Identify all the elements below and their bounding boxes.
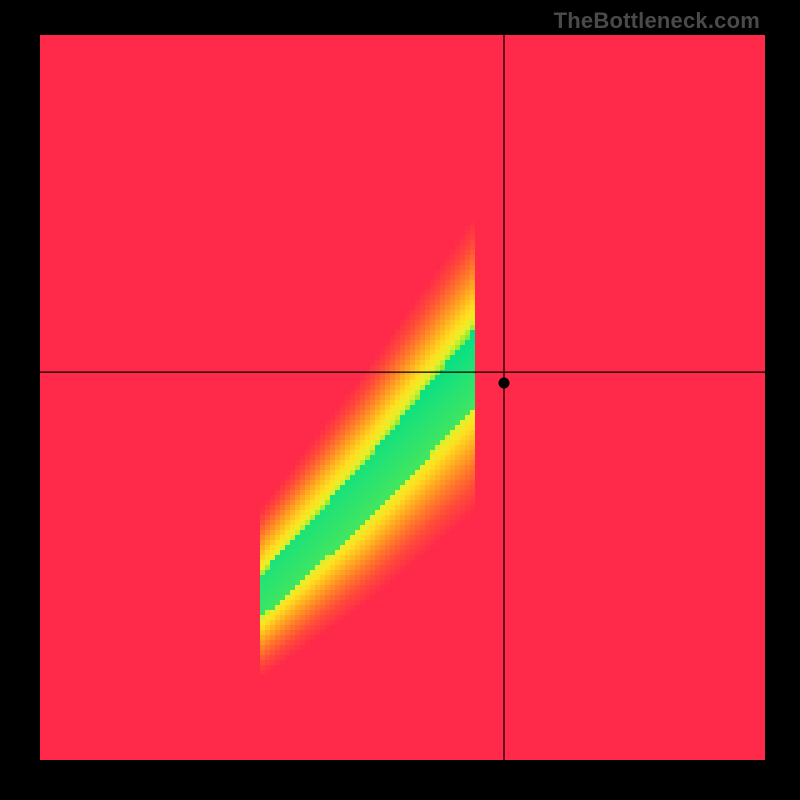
bottleneck-heatmap xyxy=(40,35,765,760)
watermark-text: TheBottleneck.com xyxy=(554,8,760,34)
chart-container: TheBottleneck.com xyxy=(0,0,800,800)
